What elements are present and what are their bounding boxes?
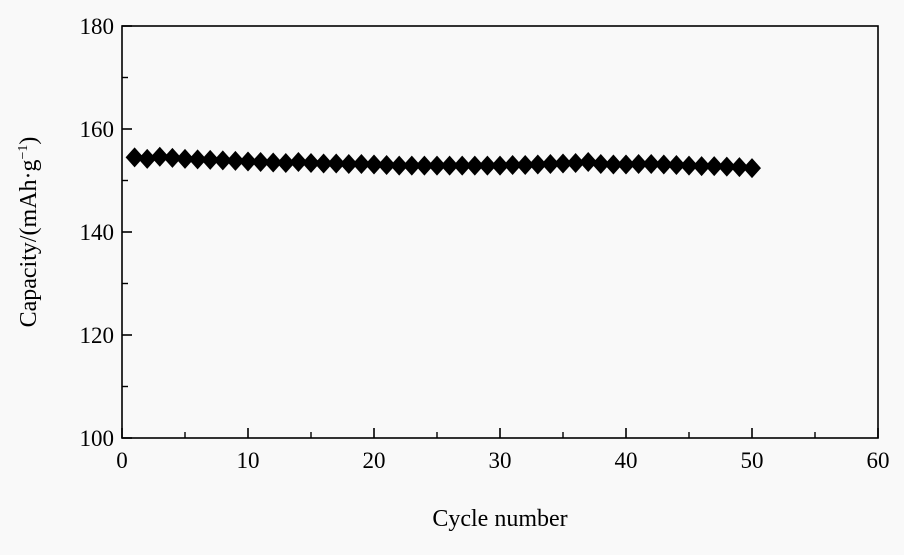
data-point	[302, 152, 320, 173]
data-point	[680, 155, 698, 176]
data-point	[402, 155, 421, 176]
data-point	[604, 154, 623, 175]
data-point	[692, 156, 711, 177]
x-tick-label: 10	[237, 448, 260, 473]
data-point	[201, 149, 220, 170]
data-point	[163, 147, 182, 168]
data-point	[314, 153, 333, 174]
data-point	[642, 154, 661, 175]
x-tick-label: 60	[867, 448, 890, 473]
data-point	[264, 152, 283, 173]
data-point	[705, 156, 724, 177]
data-point	[176, 148, 194, 169]
data-point	[289, 151, 308, 172]
data-point	[226, 150, 245, 171]
data-point	[465, 155, 484, 176]
data-point	[150, 146, 169, 167]
x-tick-labels: 0 10 20 30 40 50 60	[116, 448, 889, 473]
x-axis-label: Cycle number	[432, 506, 567, 532]
y-tick-label: 140	[80, 220, 115, 245]
data-point	[629, 154, 648, 175]
data-point	[428, 155, 446, 176]
data-markers	[125, 146, 761, 179]
y-tick-label: 160	[80, 117, 115, 142]
data-point	[743, 158, 761, 179]
y-axis-label-sup: −1	[16, 145, 31, 160]
data-point	[213, 150, 232, 171]
y-tick-label: 180	[80, 14, 115, 39]
data-point	[579, 151, 598, 172]
data-point	[541, 154, 560, 175]
x-tick-label: 40	[615, 448, 638, 473]
y-tick-labels: 100 120 140 160 180	[80, 14, 115, 451]
data-point	[503, 155, 522, 176]
data-point	[554, 153, 572, 174]
data-point	[377, 155, 396, 176]
data-point	[276, 152, 295, 173]
data-point	[125, 147, 144, 168]
y-axis-label-main: Capacity/(mAh·g	[16, 159, 42, 327]
data-point	[453, 155, 472, 176]
data-point	[717, 156, 736, 177]
data-point	[415, 155, 434, 176]
data-point	[591, 154, 610, 175]
data-point	[138, 148, 157, 169]
y-axis-label: Capacity/(mAh·g−1)	[16, 137, 42, 328]
x-tick-label: 0	[116, 448, 128, 473]
data-point	[188, 149, 207, 170]
data-point	[352, 154, 371, 175]
data-point	[239, 151, 257, 172]
data-point	[617, 154, 635, 175]
x-tick-label: 50	[741, 448, 764, 473]
data-point	[365, 154, 383, 175]
data-point	[440, 155, 459, 176]
y-tick-label: 120	[80, 323, 115, 348]
data-point	[730, 157, 749, 178]
data-point	[491, 155, 509, 176]
data-point	[516, 155, 535, 176]
x-tick-label: 30	[489, 448, 512, 473]
data-point	[478, 155, 497, 176]
data-point	[339, 154, 358, 175]
data-point	[667, 155, 686, 176]
data-point	[251, 151, 270, 172]
data-point	[390, 155, 409, 176]
y-axis-label-close: )	[16, 137, 42, 145]
plot-frame	[121, 25, 879, 439]
y-tick-label: 100	[80, 426, 115, 451]
data-point	[528, 154, 547, 175]
data-point	[566, 152, 585, 173]
data-point	[327, 153, 346, 174]
axis-ticks	[121, 25, 879, 439]
data-point	[654, 154, 673, 175]
x-tick-label: 20	[363, 448, 386, 473]
